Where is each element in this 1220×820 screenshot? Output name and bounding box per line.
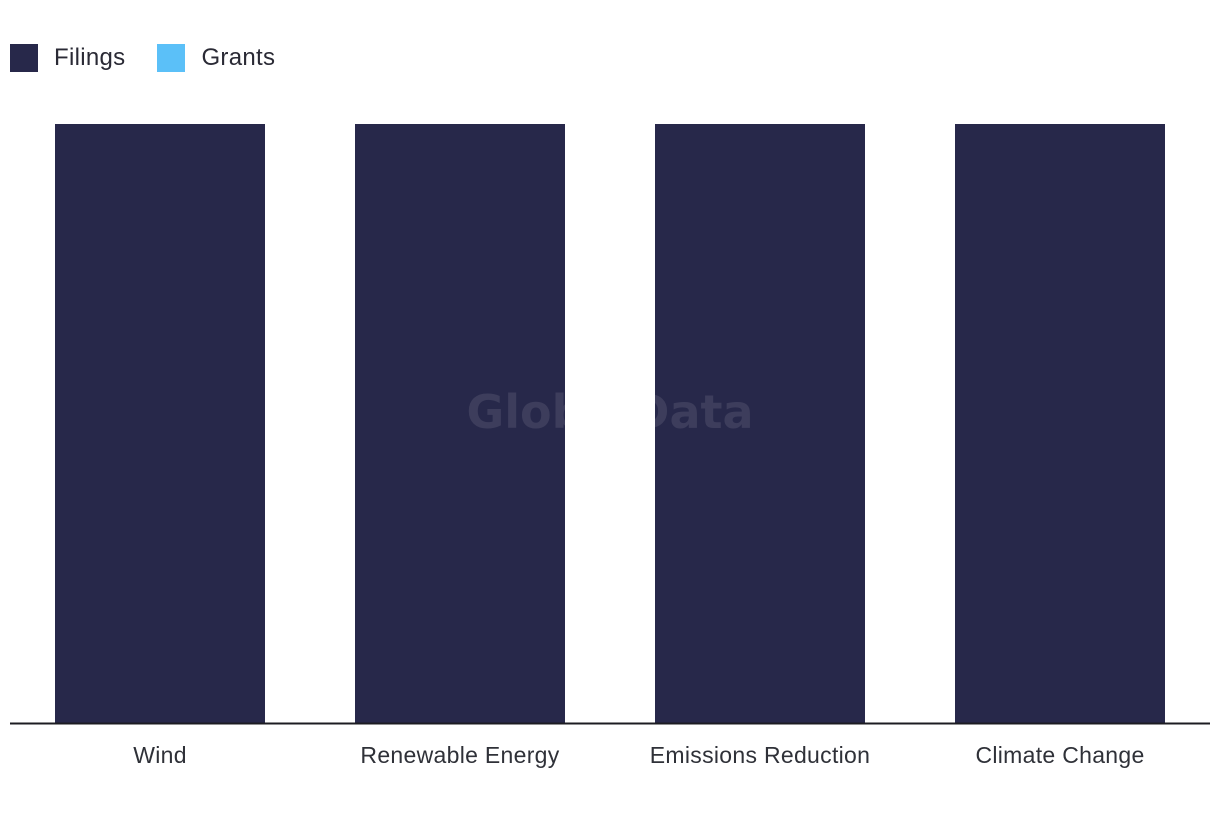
legend-item-grants[interactable]: Grants — [157, 44, 275, 72]
bar-filings-climate-change[interactable] — [955, 124, 1165, 723]
legend: Filings Grants — [10, 42, 307, 74]
legend-label-grants: Grants — [201, 44, 276, 71]
bar-filings-renewable-energy[interactable] — [355, 124, 565, 723]
bars-group — [55, 124, 1165, 723]
x-axis-ticks: Wind Renewable Energy Emissions Reduction C… — [133, 742, 1144, 768]
x-tick-label-emissions-reduction: Emissions Reduction — [650, 742, 870, 768]
bar-filings-wind[interactable] — [55, 124, 265, 723]
x-tick-label-wind: Wind — [133, 742, 187, 768]
legend-item-filings[interactable]: Filings — [10, 44, 125, 72]
watermark-text: GlobalData — [466, 385, 753, 439]
x-tick-label-renewable-energy: Renewable Energy — [360, 742, 559, 768]
legend-label-filings: Filings — [54, 44, 126, 71]
legend-swatch-grants — [157, 44, 186, 72]
x-tick-label-climate-change: Climate Change — [975, 742, 1144, 768]
legend-swatch-filings — [10, 44, 38, 72]
bar-filings-emissions-reduction[interactable] — [655, 124, 865, 723]
